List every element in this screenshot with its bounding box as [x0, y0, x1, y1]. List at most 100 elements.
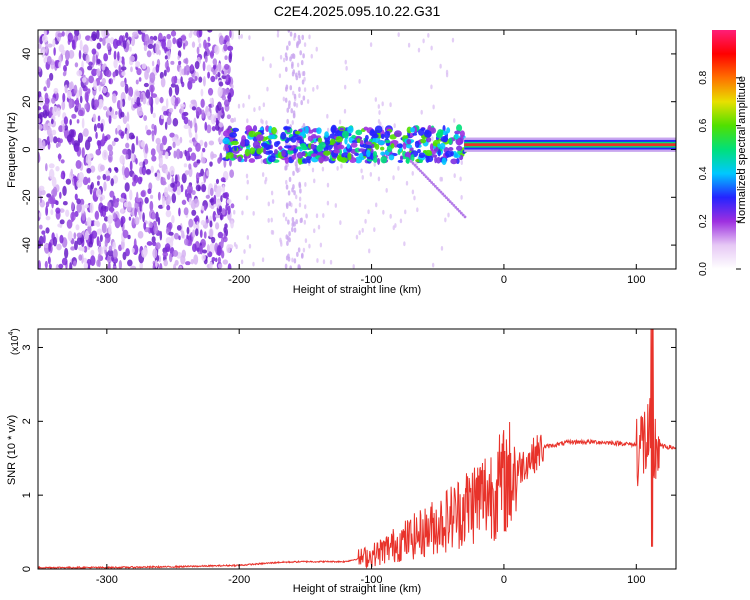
noise-blob	[138, 140, 142, 147]
noise-blob	[104, 238, 108, 247]
noise-blob	[83, 128, 89, 137]
noise-blob	[184, 170, 190, 176]
signal-blob	[222, 137, 230, 145]
band-blob	[287, 103, 291, 109]
speckle-blob	[340, 163, 343, 169]
speckle-blob	[392, 225, 395, 231]
noise-blob	[79, 39, 83, 51]
band-blob	[295, 219, 298, 225]
signal-blob	[229, 132, 238, 138]
noise-blob	[164, 55, 168, 60]
signal-blob	[260, 142, 268, 147]
noise-blob	[174, 84, 180, 96]
signal-blob	[358, 152, 364, 159]
noise-blob	[43, 86, 47, 92]
speckle-blob	[399, 218, 403, 224]
noise-blob	[75, 224, 80, 231]
signal-blob	[456, 145, 463, 151]
noise-blob	[118, 64, 122, 75]
speckle-blob	[279, 239, 283, 245]
noise-blob	[108, 78, 112, 85]
signal-blob	[316, 127, 322, 135]
speckle-blob	[392, 175, 395, 181]
noise-blob	[59, 219, 65, 225]
trail-point	[439, 190, 443, 194]
noise-blob	[126, 111, 130, 122]
noise-blob	[38, 224, 43, 230]
noise-blob	[223, 191, 230, 199]
band-blob	[289, 265, 292, 269]
noise-blob	[160, 114, 165, 120]
speckle-blob	[235, 244, 238, 250]
noise-blob	[171, 76, 176, 85]
noise-blob	[127, 234, 131, 240]
noise-blob	[66, 219, 73, 229]
noise-blob	[190, 258, 195, 265]
speckle-blob	[267, 201, 270, 207]
band-blob	[299, 188, 302, 194]
signal-blob	[225, 147, 230, 152]
noise-blob	[134, 216, 140, 225]
noise-blob	[125, 32, 129, 39]
signal-blob	[226, 152, 234, 159]
speckle-blob	[361, 227, 364, 233]
speckle-blob	[262, 102, 266, 108]
speckle-blob	[316, 84, 319, 90]
noise-blob	[207, 30, 213, 33]
noise-blob	[70, 211, 76, 222]
noise-blob	[122, 40, 127, 49]
signal-blob	[248, 130, 256, 138]
noise-blob	[86, 167, 92, 174]
signal-blob	[410, 127, 416, 133]
noise-blob	[76, 202, 82, 213]
signal-blob	[436, 156, 441, 164]
noise-blob	[210, 203, 215, 210]
noise-blob	[195, 106, 202, 116]
noise-blob	[194, 75, 198, 82]
noise-blob	[53, 136, 58, 144]
noise-blob	[155, 242, 161, 250]
noise-blob	[84, 230, 89, 241]
noise-blob	[190, 30, 193, 37]
noise-blob	[230, 117, 235, 123]
x-tick-label: -300	[96, 274, 118, 286]
signal-core	[464, 143, 676, 147]
speckle-blob	[361, 174, 364, 180]
band-blob	[290, 53, 294, 60]
band-blob	[287, 253, 290, 259]
noise-blob	[75, 97, 79, 109]
signal-blob	[350, 142, 358, 148]
x-tick-label: -200	[228, 274, 250, 286]
noise-blob	[217, 71, 221, 78]
trail-point	[445, 196, 448, 200]
noise-blob	[140, 190, 146, 197]
noise-blob	[196, 159, 201, 164]
signal-blob	[245, 125, 253, 132]
signal-blob	[366, 149, 371, 158]
noise-blob	[212, 58, 218, 66]
noise-blob	[68, 98, 73, 110]
noise-blob	[91, 98, 95, 110]
signal-blob	[380, 155, 388, 164]
noise-blob	[206, 170, 210, 177]
signal-blob	[363, 126, 369, 131]
noise-blob	[87, 65, 93, 71]
noise-blob	[221, 74, 227, 80]
signal-blob	[441, 157, 447, 165]
noise-blob	[83, 245, 88, 253]
noise-blob	[43, 234, 46, 244]
noise-blob	[122, 229, 129, 239]
noise-blob	[112, 241, 117, 250]
noise-blob	[84, 139, 91, 151]
speckle-blob	[377, 176, 381, 182]
signal-blob	[420, 138, 427, 144]
noise-blob	[77, 109, 84, 117]
speckle-blob	[445, 69, 449, 75]
noise-blob	[192, 243, 197, 253]
signal-blob	[372, 156, 378, 163]
band-blob	[293, 227, 297, 233]
noise-blob	[61, 257, 68, 266]
noise-blob	[144, 69, 149, 80]
speckle-blob	[381, 101, 384, 107]
spectrogram-y-ticks: -40 -20 0 20 40	[21, 48, 676, 253]
